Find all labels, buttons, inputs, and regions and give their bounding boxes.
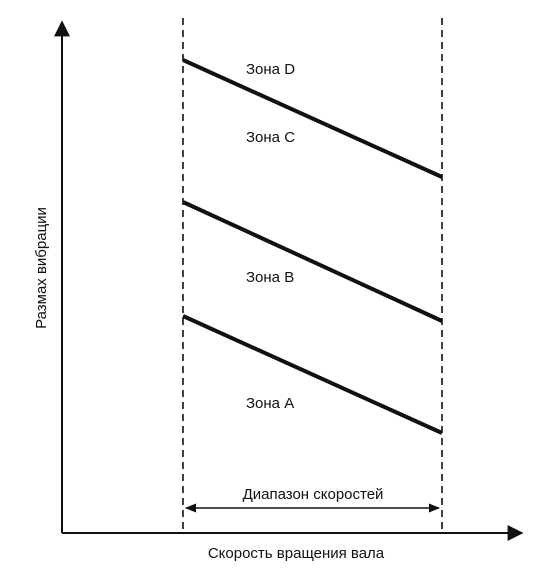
boundary-line-ab — [182, 314, 443, 435]
boundary-line-cd — [182, 58, 443, 179]
boundary-line-bc — [182, 200, 443, 323]
zone-label-a: Зона A — [246, 395, 294, 412]
speed-range-label: Диапазон скоростей — [243, 486, 384, 503]
y-axis-label: Размах вибрации — [33, 207, 50, 329]
zone-label-b: Зона B — [246, 269, 294, 286]
x-axis-label: Скорость вращения вала — [208, 545, 385, 562]
zone-label-d: Зона D — [246, 61, 295, 78]
zone-label-c: Зона C — [246, 129, 295, 146]
